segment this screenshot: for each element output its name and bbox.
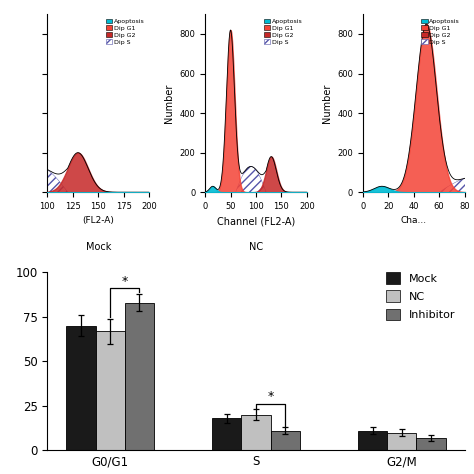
Bar	[387, 432, 416, 450]
Legend: Mock, NC, Inhibitor: Mock, NC, Inhibitor	[383, 269, 459, 323]
Y-axis label: Number: Number	[322, 83, 332, 123]
X-axis label: Channel (FL2-A): Channel (FL2-A)	[217, 217, 295, 227]
Legend: Apoptosis, Dip G1, Dip G2, Dip S: Apoptosis, Dip G1, Dip G2, Dip S	[105, 18, 146, 46]
Bar	[66, 326, 96, 450]
Text: *: *	[267, 391, 273, 403]
Text: *: *	[121, 275, 128, 288]
Bar	[212, 418, 241, 450]
Bar	[358, 431, 387, 450]
Text: Mock: Mock	[86, 242, 111, 252]
Bar	[125, 302, 154, 450]
Text: NC: NC	[249, 242, 263, 252]
Y-axis label: Number: Number	[164, 83, 174, 123]
Bar	[416, 438, 446, 450]
Bar	[96, 331, 125, 450]
Legend: Apoptosis, Dip G1, Dip G2, Dip S: Apoptosis, Dip G1, Dip G2, Dip S	[262, 18, 304, 46]
X-axis label: Cha...: Cha...	[401, 217, 427, 226]
X-axis label: (FL2-A): (FL2-A)	[82, 217, 114, 226]
Bar	[271, 431, 300, 450]
Bar	[241, 415, 271, 450]
Legend: Apoptosis, Dip G1, Dip G2, Dip S: Apoptosis, Dip G1, Dip G2, Dip S	[420, 18, 461, 46]
